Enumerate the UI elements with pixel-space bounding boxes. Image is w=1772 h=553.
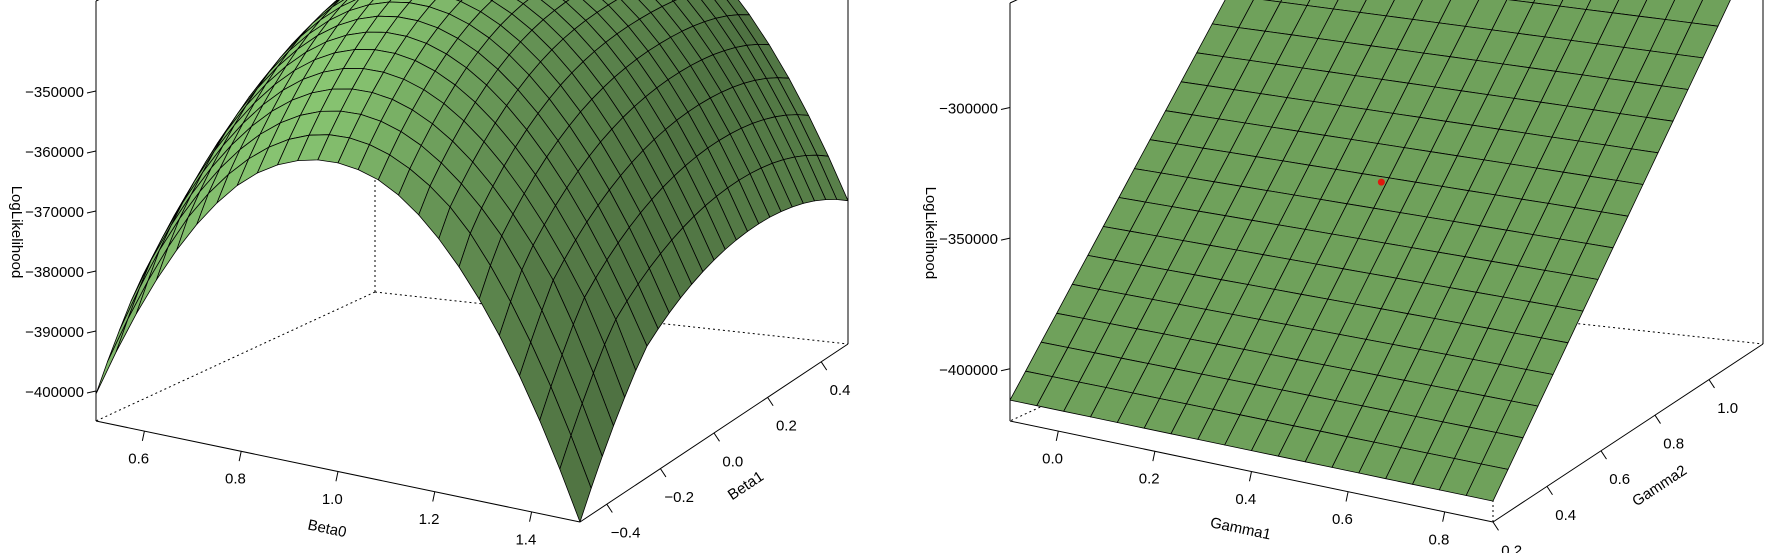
x-tick	[238, 451, 242, 462]
axes: 0.6 0.8 1.0 1.2 1.4 −0.4 −0.2 0.0 0.2 0.4 −350000 −…	[8, 84, 850, 548]
z-tick-label: −350000	[25, 84, 84, 101]
surface-facet	[516, 0, 529, 5]
x-tick-label: 1.4	[515, 531, 536, 548]
y-axis-title: Gamma2	[1629, 462, 1690, 510]
y-tick-label: 0.6	[1609, 471, 1630, 488]
x-tick	[529, 511, 533, 522]
x-tick	[141, 430, 145, 441]
z-tick-label: −300000	[939, 101, 998, 118]
x-tick-label: 0.4	[1235, 491, 1256, 508]
y-tick-label: 0.8	[1663, 436, 1684, 453]
x-axis-title: Gamma1	[1209, 514, 1273, 543]
z-tick	[86, 270, 97, 274]
y-axis-title: Beta1	[725, 468, 767, 504]
x-tick	[335, 471, 339, 482]
y-tick-label: −0.2	[664, 489, 694, 506]
z-tick-label: −380000	[25, 264, 84, 281]
z-tick	[86, 210, 97, 214]
optimum-marker	[1377, 178, 1385, 186]
surface-facet	[95, 318, 129, 395]
z-tick-label: −390000	[25, 324, 84, 341]
panel-2: 0.0 0.2 0.4 0.6 0.8 0.2 0.4 0.6 0.8 1.0 −300000 −35…	[922, 0, 1764, 553]
z-tick-label: −400000	[939, 362, 998, 379]
z-tick-label: −360000	[25, 144, 84, 161]
z-tick	[86, 150, 97, 154]
x-tick	[1152, 451, 1156, 462]
x-tick-label: 1.0	[322, 491, 343, 508]
surface-facet	[107, 287, 140, 362]
z-tick-label: −370000	[25, 204, 84, 221]
x-tick-label: 0.6	[128, 451, 149, 468]
y-tick-label: 0.4	[1555, 507, 1576, 524]
y-tick-label: 0.4	[830, 382, 851, 399]
y-tick	[1492, 521, 1499, 531]
y-tick-label: −0.4	[611, 525, 641, 542]
x-tick	[432, 491, 436, 502]
x-tick-label: 0.0	[1042, 451, 1063, 468]
y-tick	[1708, 379, 1715, 389]
box-top-left-edge	[95, 0, 100, 2]
z-tick-label: −400000	[25, 384, 84, 401]
y-tick	[1600, 450, 1607, 460]
surface-facet	[115, 280, 149, 353]
z-axis-title: LogLikelihood	[8, 186, 25, 279]
z-tick-label: −350000	[939, 231, 998, 248]
z-tick	[86, 90, 97, 94]
x-tick	[1248, 471, 1252, 482]
box-bottom-right-edge	[1492, 343, 1764, 523]
panel-1: 0.6 0.8 1.0 1.2 1.4 −0.4 −0.2 0.0 0.2 0.4 −350000 −…	[8, 0, 850, 548]
x-tick-label: 0.8	[225, 471, 246, 488]
x-axis-title: Beta0	[306, 517, 348, 542]
z-tick	[1000, 237, 1011, 241]
x-tick-label: 1.2	[419, 511, 440, 528]
y-tick	[1654, 414, 1661, 424]
x-tick	[1055, 430, 1059, 441]
y-tick-label: 1.0	[1717, 400, 1738, 417]
surface-facet	[127, 249, 160, 320]
y-tick	[1546, 486, 1553, 496]
y-tick-label: 0.0	[722, 453, 743, 470]
z-tick	[86, 330, 97, 334]
z-axis-title: LogLikelihood	[922, 187, 939, 280]
z-tick	[1000, 107, 1011, 110]
x-tick	[1345, 491, 1349, 502]
surface	[95, 0, 849, 523]
x-tick-label: 0.6	[1332, 511, 1353, 528]
y-tick-label: 0.2	[1501, 542, 1522, 553]
surface	[1009, 0, 1731, 502]
z-tick	[1000, 368, 1011, 372]
y-tick	[659, 468, 667, 478]
x-tick-label: 0.2	[1139, 471, 1160, 488]
y-tick	[606, 503, 613, 513]
z-tick	[86, 390, 97, 394]
box-rear-left-floor-edge	[95, 291, 376, 422]
y-tick	[767, 397, 774, 407]
y-tick	[820, 361, 828, 371]
surface-facet	[559, 435, 592, 523]
box-rear-right-floor-edge	[1289, 291, 1764, 345]
box-rear-right-floor-edge	[374, 291, 849, 345]
x-tick-label: 0.8	[1429, 531, 1450, 548]
y-tick	[713, 432, 720, 442]
y-tick-label: 0.2	[776, 418, 797, 435]
surface-facet	[602, 0, 618, 6]
x-tick	[1442, 511, 1446, 522]
surface-facet	[1465, 463, 1509, 502]
